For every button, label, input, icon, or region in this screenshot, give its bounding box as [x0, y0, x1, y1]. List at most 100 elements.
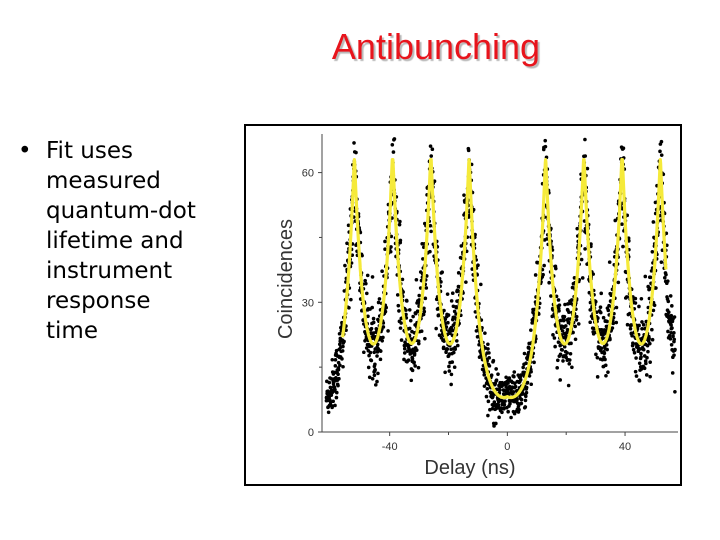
- data-point: [437, 333, 442, 337]
- data-point: [639, 355, 643, 359]
- data-point: [414, 348, 419, 352]
- data-point: [551, 333, 555, 337]
- data-point: [583, 137, 587, 142]
- data-point: [338, 363, 342, 367]
- data-point: [634, 374, 639, 378]
- data-point: [564, 330, 569, 335]
- data-point: [373, 362, 377, 367]
- data-point: [492, 424, 496, 428]
- data-point: [364, 346, 369, 350]
- data-point: [512, 370, 517, 374]
- data-point: [423, 336, 427, 341]
- data-point: [604, 343, 609, 347]
- data-point: [410, 356, 415, 361]
- data-point: [519, 397, 524, 402]
- data-point: [333, 387, 337, 392]
- data-point: [651, 220, 656, 224]
- data-point: [595, 310, 599, 314]
- data-point: [439, 280, 443, 284]
- data-point: [522, 351, 527, 356]
- data-point: [422, 309, 427, 314]
- data-point: [494, 367, 498, 371]
- data-point: [399, 321, 403, 325]
- data-point: [616, 280, 621, 285]
- data-point: [455, 339, 459, 343]
- data-point: [541, 147, 546, 152]
- data-point: [669, 313, 674, 318]
- data-point: [451, 304, 456, 309]
- data-point: [370, 275, 375, 279]
- data-point: [487, 364, 492, 368]
- data-point: [524, 390, 529, 395]
- data-point: [564, 355, 568, 360]
- data-point: [604, 374, 608, 378]
- data-point: [343, 263, 347, 268]
- data-point: [398, 326, 403, 330]
- data-point: [608, 336, 612, 341]
- data-point: [523, 405, 528, 409]
- data-point: [521, 365, 525, 370]
- data-point: [502, 388, 507, 393]
- data-point: [399, 338, 404, 342]
- data-point: [373, 383, 378, 387]
- data-point: [449, 382, 453, 387]
- data-point: [360, 253, 364, 258]
- data-point: [668, 294, 673, 298]
- data-point: [627, 311, 632, 316]
- data-point: [614, 305, 619, 310]
- data-point: [502, 406, 506, 410]
- data-point: [448, 331, 452, 336]
- data-point: [449, 299, 454, 303]
- bullet-text: Fit uses measured quantum-dot lifetime a…: [46, 138, 196, 344]
- data-point: [634, 356, 638, 360]
- data-point: [583, 247, 587, 251]
- data-point: [326, 410, 331, 415]
- data-point: [512, 411, 517, 416]
- data-point: [574, 318, 579, 322]
- data-point: [330, 357, 335, 362]
- data-point: [673, 389, 677, 394]
- data-point: [491, 394, 495, 399]
- data-point: [554, 294, 559, 299]
- data-point: [565, 327, 570, 332]
- data-point: [562, 344, 567, 349]
- data-point: [573, 337, 578, 342]
- data-point: [529, 328, 533, 332]
- data-point: [561, 318, 566, 323]
- data-point: [466, 148, 471, 153]
- data-point: [378, 357, 383, 362]
- data-point: [424, 286, 429, 290]
- data-point: [416, 365, 421, 370]
- data-point: [596, 316, 600, 320]
- data-point: [542, 263, 546, 268]
- data-point: [651, 308, 656, 313]
- data-point: [445, 347, 450, 351]
- data-point: [666, 310, 671, 315]
- data-point: [632, 350, 637, 355]
- data-point: [370, 305, 374, 310]
- data-point: [486, 342, 490, 347]
- data-point: [450, 360, 455, 364]
- data-point: [476, 263, 480, 268]
- data-point: [515, 397, 519, 402]
- data-point: [607, 303, 611, 308]
- data-point: [381, 335, 385, 340]
- data-point: [588, 308, 593, 312]
- data-point: [631, 341, 635, 346]
- data-point: [445, 292, 450, 296]
- data-point: [621, 244, 625, 249]
- data-point: [416, 341, 421, 346]
- data-point: [637, 379, 642, 383]
- data-point: [334, 395, 339, 400]
- data-point: [429, 154, 434, 158]
- data-point: [368, 350, 373, 355]
- data-point: [390, 142, 395, 147]
- data-point: [561, 359, 565, 363]
- data-point: [336, 383, 340, 388]
- data-point: [388, 249, 393, 254]
- axis-labels: 0 30 60 -40 0 40 Delay (ns) Coincidences: [275, 168, 631, 479]
- data-point: [524, 385, 529, 390]
- data-point: [555, 366, 559, 370]
- data-point: [482, 384, 487, 388]
- data-point: [376, 371, 380, 376]
